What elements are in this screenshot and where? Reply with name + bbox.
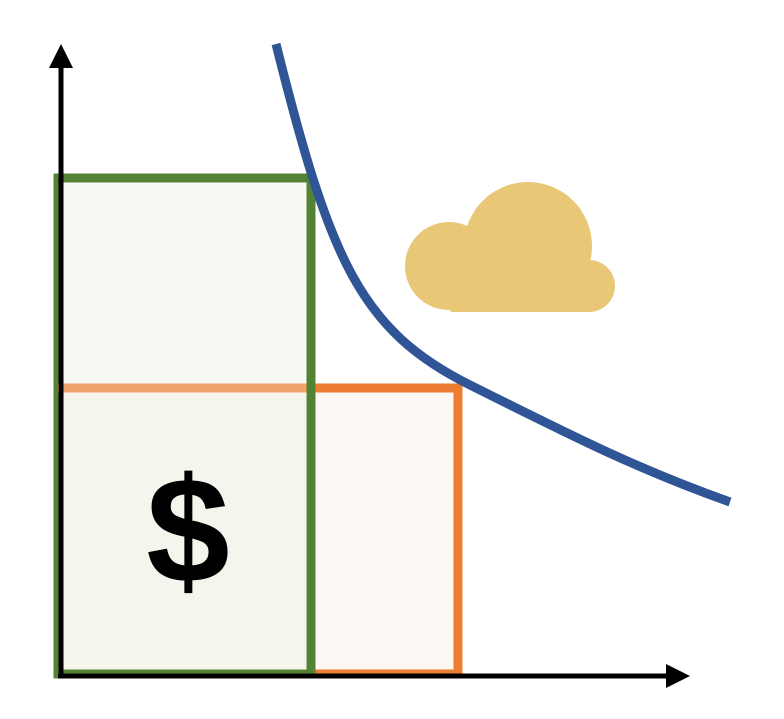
y-axis-arrowhead [49,44,73,68]
cloud-icon [405,182,615,312]
x-axis-arrowhead [666,664,690,688]
overlap-region [63,393,306,669]
indifference-curve [271,42,732,507]
dollar-sign: $ [146,446,229,614]
